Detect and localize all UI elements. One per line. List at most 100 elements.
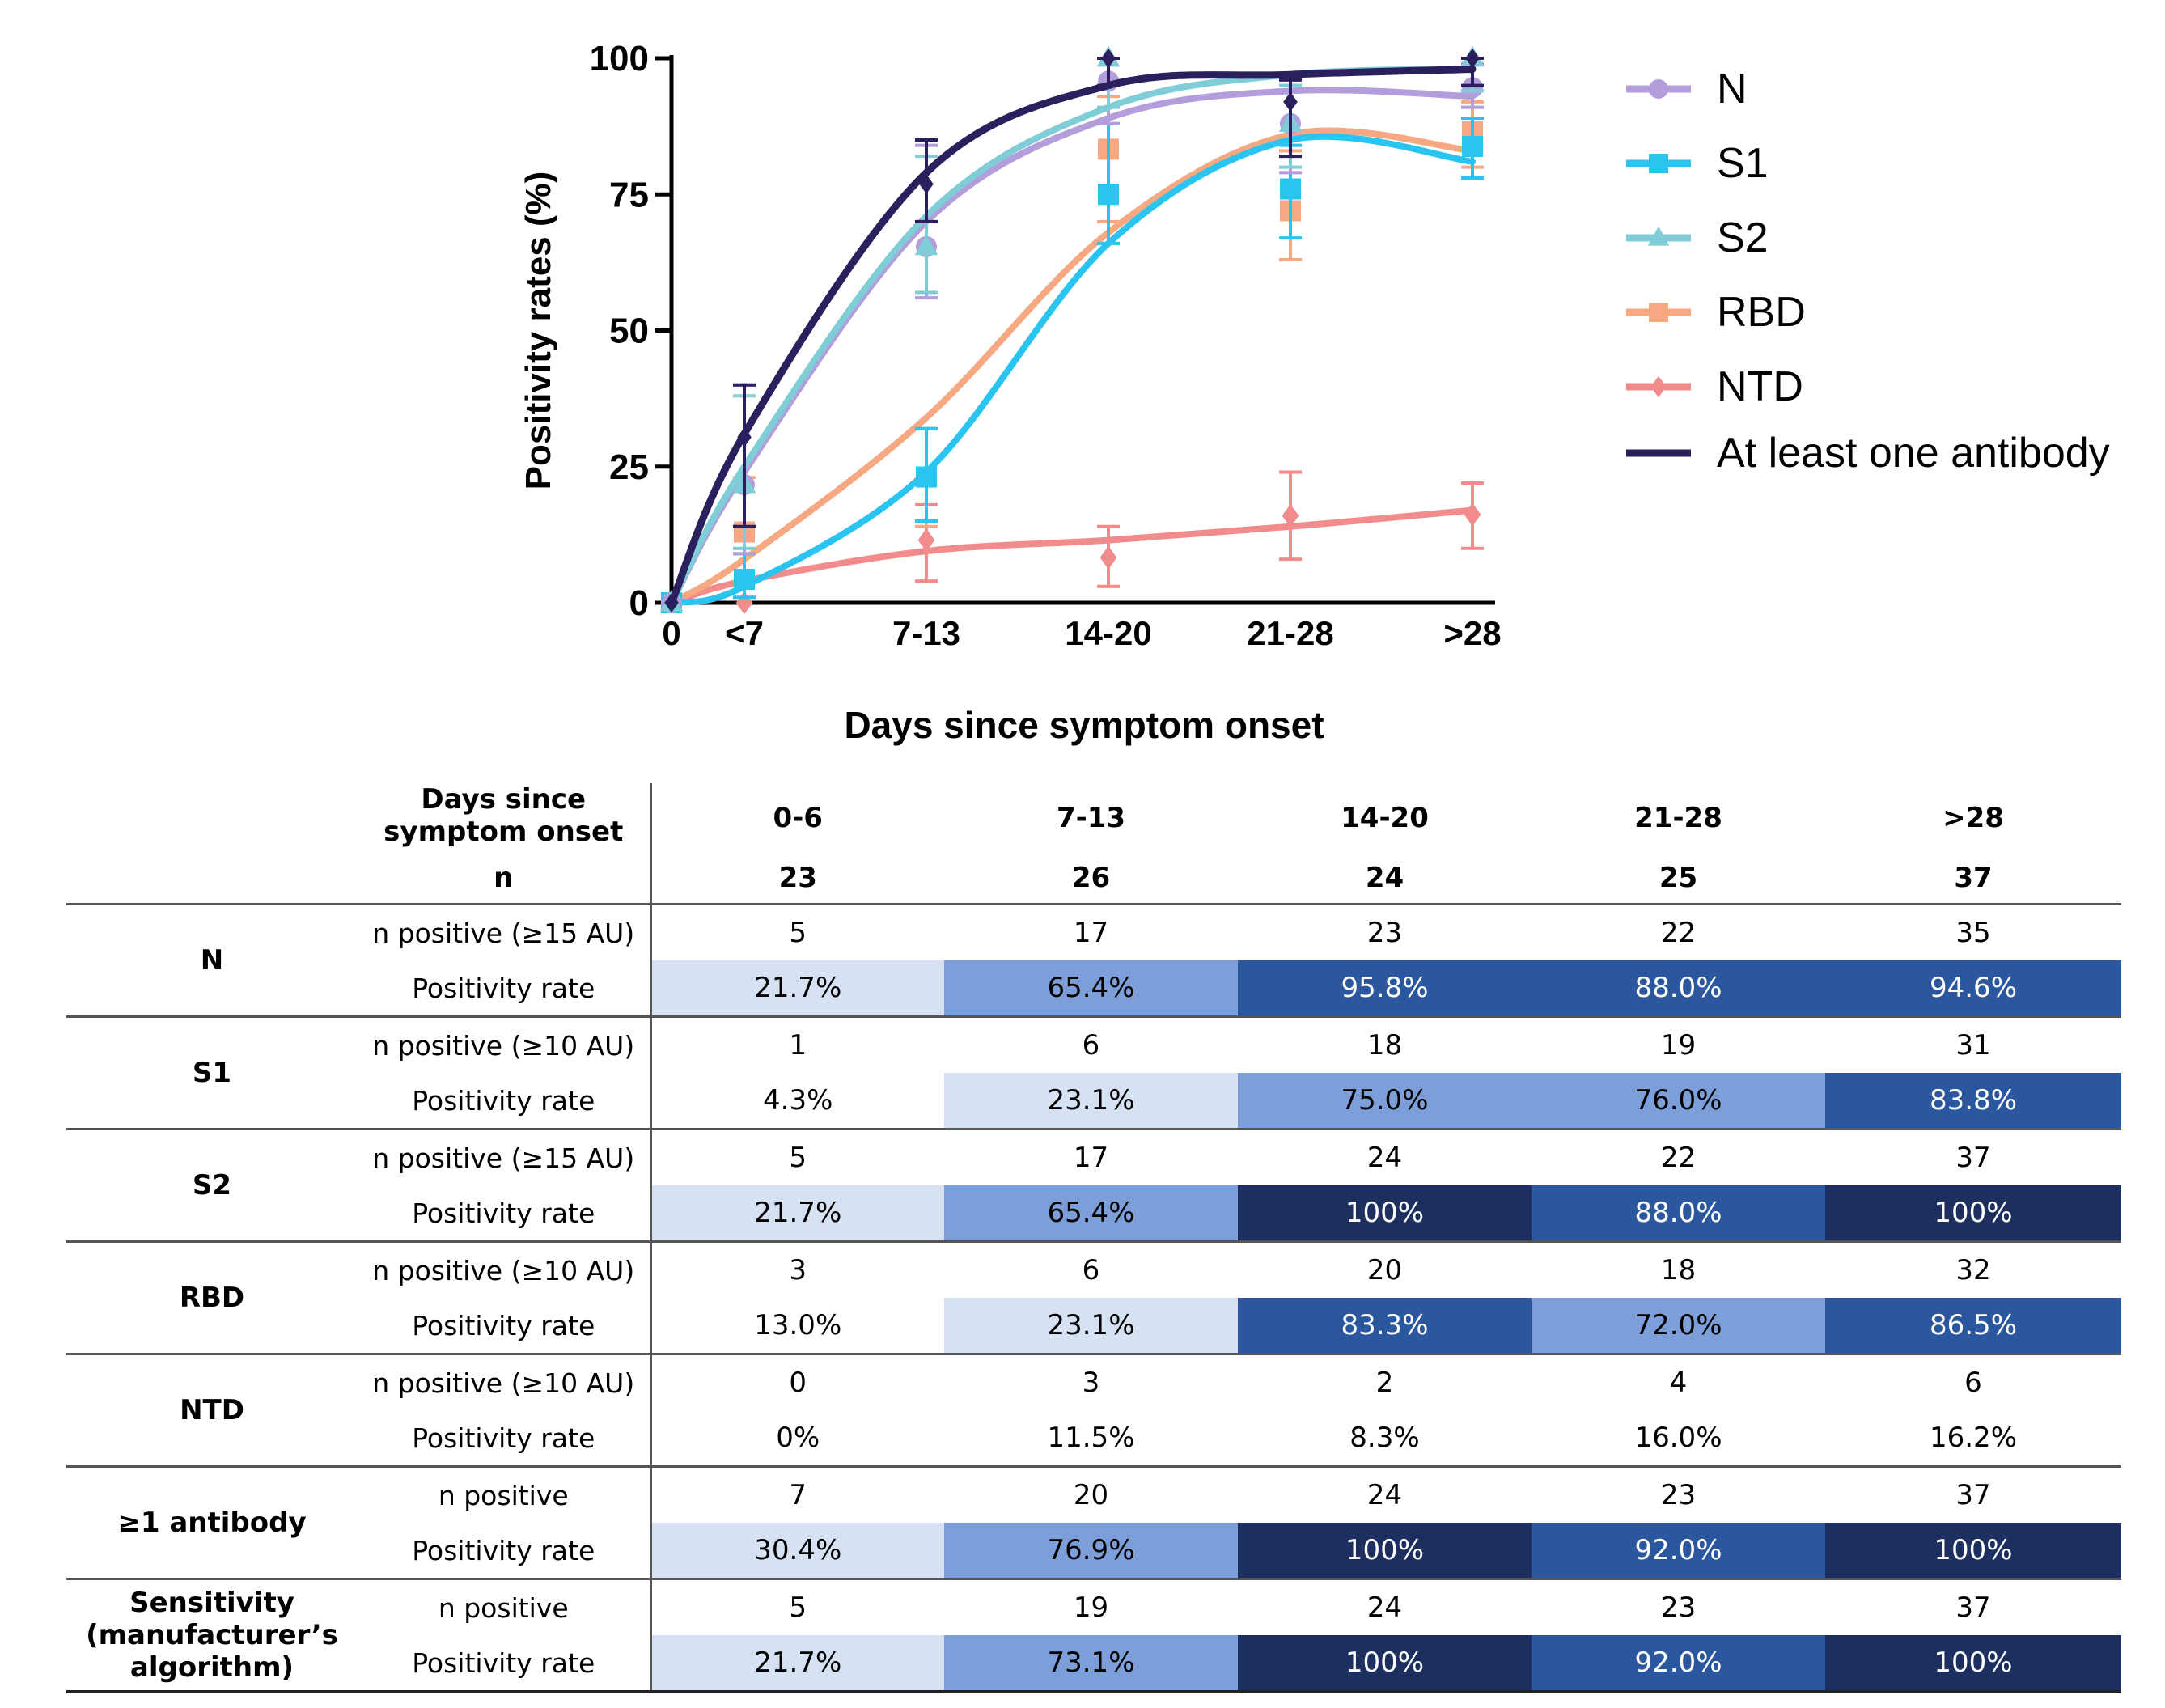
count-cell: 5 bbox=[789, 917, 807, 949]
count-cell: 22 bbox=[1660, 1142, 1697, 1174]
y-tick-label: 50 bbox=[609, 312, 649, 351]
count-cell: 32 bbox=[1955, 1254, 1991, 1286]
rate-cell: 83.8% bbox=[1825, 1073, 2121, 1130]
rate-cell: 92.0% bbox=[1532, 1523, 1825, 1580]
column-header: 14-20 bbox=[1341, 802, 1429, 834]
row-label-rate: Positivity rate bbox=[358, 1073, 652, 1130]
group-label-line: (manufacturer’s bbox=[86, 1619, 338, 1651]
legend-label: NTD bbox=[1717, 363, 1803, 410]
count-cell: 18 bbox=[1660, 1254, 1697, 1286]
x-tick-label: <7 bbox=[725, 614, 764, 652]
count-cell: 6 bbox=[1082, 1254, 1100, 1286]
x-tick-label: >28 bbox=[1443, 614, 1501, 652]
count-cell: 35 bbox=[1955, 917, 1991, 949]
rate-cell: 65.4% bbox=[944, 960, 1238, 1018]
rate-cell: 88.0% bbox=[1532, 1185, 1825, 1243]
data-point bbox=[1465, 48, 1480, 69]
rate-cell: 21.7% bbox=[650, 960, 944, 1018]
data-point bbox=[1099, 545, 1117, 570]
corner-line-1: Days since bbox=[421, 783, 587, 816]
row-label-rate: Positivity rate bbox=[358, 1410, 652, 1468]
rate-cell: 4.3% bbox=[650, 1073, 944, 1130]
column-n: 25 bbox=[1532, 853, 1825, 905]
rate-cell: 21.7% bbox=[650, 1635, 944, 1693]
x-tick-label: 14-20 bbox=[1065, 614, 1151, 652]
x-axis-label: Days since symptom onset bbox=[844, 704, 1324, 746]
group-label: NTD bbox=[66, 1354, 358, 1468]
positivity-chart: 0 25 50 75 100 0 <7 7-13 14-20 21-28 >28 Positivity… bbox=[519, 39, 2110, 746]
corner-blank bbox=[66, 853, 358, 905]
rate-cell: 21.7% bbox=[650, 1185, 944, 1243]
data-point bbox=[734, 569, 755, 591]
count-cell: 24 bbox=[1366, 1591, 1403, 1624]
count-cell: 3 bbox=[1082, 1367, 1100, 1399]
row-label-rate: Positivity rate bbox=[358, 1635, 652, 1693]
y-tick-label: 100 bbox=[590, 39, 649, 78]
data-point bbox=[1462, 136, 1483, 158]
group-label-line: algorithm) bbox=[129, 1651, 294, 1684]
row-label-count: n positive bbox=[358, 1579, 652, 1635]
y-tick-label: 0 bbox=[629, 583, 649, 623]
rate-cell: 95.8% bbox=[1238, 960, 1532, 1018]
group-label: S2 bbox=[66, 1129, 358, 1243]
count-cell: 6 bbox=[1082, 1029, 1100, 1062]
count-cell: 22 bbox=[1660, 917, 1697, 949]
data-point bbox=[1280, 178, 1301, 200]
rate-cell: 100% bbox=[1825, 1523, 2121, 1580]
y-tick-label: 75 bbox=[609, 175, 649, 214]
legend-label: S2 bbox=[1717, 214, 1769, 261]
results-table: Days since symptom onset 0-6 7-13 14-20 … bbox=[66, 783, 2121, 1693]
row-label-count: n positive (≥15 AU) bbox=[358, 904, 652, 960]
rate-cell: 100% bbox=[1238, 1185, 1532, 1243]
rate-cell: 92.0% bbox=[1532, 1635, 1825, 1693]
count-cell: 17 bbox=[1073, 1142, 1109, 1174]
count-cell: 37 bbox=[1955, 1142, 1991, 1174]
rate-cell: 72.0% bbox=[1532, 1298, 1825, 1355]
rate-cell: 13.0% bbox=[650, 1298, 944, 1355]
corner-line-2: symptom onset bbox=[383, 816, 624, 848]
rate-cell: 100% bbox=[1238, 1635, 1532, 1693]
count-cell: 6 bbox=[1964, 1367, 1982, 1399]
row-label-rate: Positivity rate bbox=[358, 1523, 652, 1580]
data-point bbox=[1101, 48, 1116, 69]
rate-cell: 94.6% bbox=[1825, 960, 2121, 1018]
row-label-rate: Positivity rate bbox=[358, 1298, 652, 1355]
legend-marker bbox=[1647, 226, 1670, 246]
legend-label: RBD bbox=[1717, 289, 1806, 336]
legend-label: S1 bbox=[1717, 140, 1769, 187]
rate-cell: 23.1% bbox=[944, 1298, 1238, 1355]
group-label: ≥1 antibody bbox=[66, 1466, 358, 1580]
group-label: N bbox=[66, 904, 358, 1018]
rate-cell: 75.0% bbox=[1238, 1073, 1532, 1130]
count-cell: 0 bbox=[789, 1367, 807, 1399]
count-cell: 31 bbox=[1955, 1029, 1991, 1062]
data-point bbox=[1464, 502, 1481, 527]
group-label: RBD bbox=[66, 1241, 358, 1355]
series-line bbox=[667, 65, 1477, 607]
column-header: >28 bbox=[1943, 802, 2004, 834]
column-header: 21-28 bbox=[1634, 802, 1722, 834]
row-label-rate: Positivity rate bbox=[358, 960, 652, 1018]
legend-label: N bbox=[1717, 66, 1748, 112]
rate-cell: 23.1% bbox=[944, 1073, 1238, 1130]
chart-area: 0 25 50 75 100 0 <7 7-13 14-20 21-28 >28 Positivity… bbox=[0, 0, 2165, 777]
rate-cell: 0% bbox=[650, 1410, 944, 1468]
data-point bbox=[1098, 184, 1119, 206]
data-point bbox=[737, 427, 752, 447]
count-cell: 19 bbox=[1660, 1029, 1697, 1062]
data-point bbox=[919, 174, 934, 194]
column-header: 0-6 bbox=[773, 802, 823, 834]
count-cell: 23 bbox=[1660, 1479, 1697, 1511]
x-tick-label: 0 bbox=[662, 614, 680, 652]
data-point bbox=[664, 592, 679, 613]
row-label-rate: Positivity rate bbox=[358, 1185, 652, 1243]
group-label: Sensitivity (manufacturer’s algorithm) bbox=[66, 1579, 358, 1693]
legend-marker bbox=[1649, 154, 1668, 173]
row-label-count: n positive (≥10 AU) bbox=[358, 1241, 652, 1298]
count-cell: 18 bbox=[1366, 1029, 1403, 1062]
count-cell: 20 bbox=[1073, 1479, 1109, 1511]
column-n: 23 bbox=[650, 853, 944, 905]
rate-cell: 73.1% bbox=[944, 1635, 1238, 1693]
count-cell: 5 bbox=[789, 1142, 807, 1174]
group-label: S1 bbox=[66, 1016, 358, 1130]
